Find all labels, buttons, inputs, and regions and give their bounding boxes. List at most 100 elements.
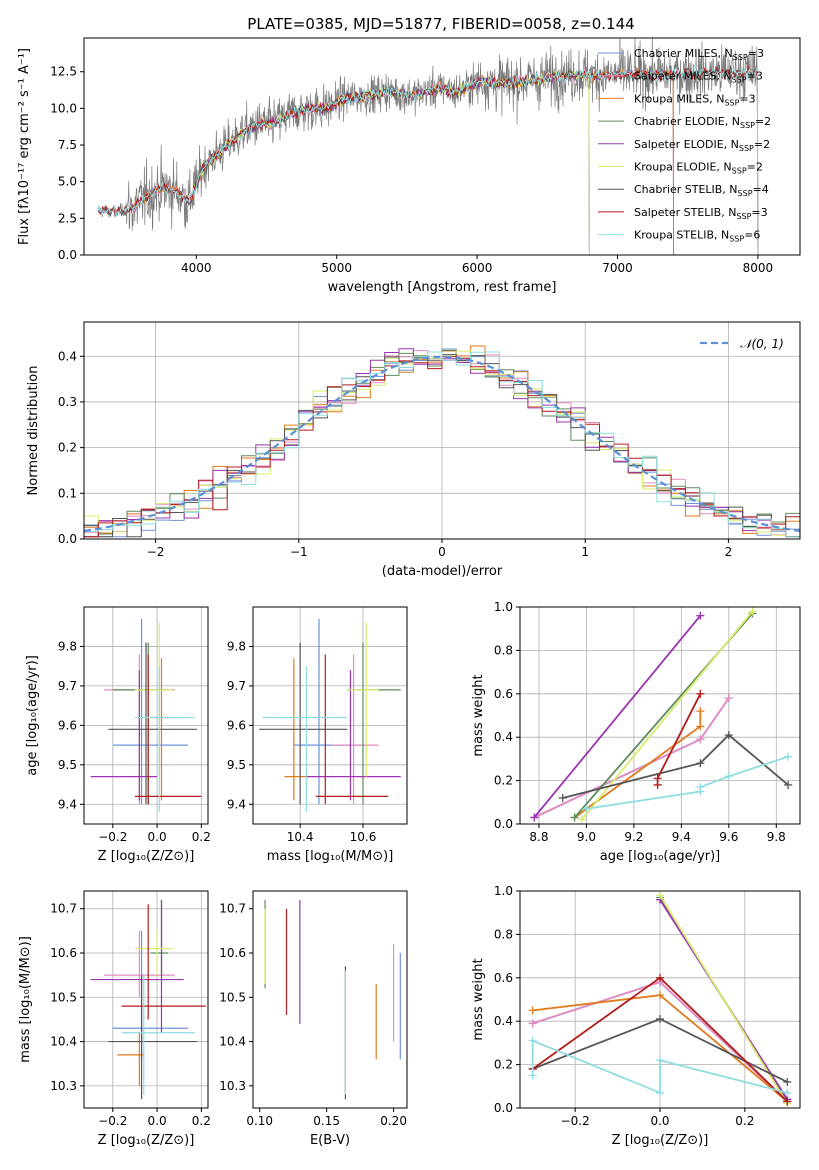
weight-point-marker <box>577 815 586 824</box>
x-tick-label: 0.0 <box>148 830 167 844</box>
chart-panels: Chabrier MILES, NSSP=3 Salpeter MILES, NS… <box>17 37 801 1148</box>
plot-area-age-weight <box>530 607 793 824</box>
weight-line-kroupa-elodie <box>581 610 754 821</box>
legend-entry: Salpeter ELODIE, NSSP=2 <box>634 138 770 153</box>
x-tick-label: 0 <box>438 545 446 559</box>
y-tick-label: 10.0 <box>50 101 77 115</box>
x-tick-label: 0.0 <box>650 1114 669 1128</box>
x-axis-label: mass [log₁₀(M/M⊙)] <box>267 849 394 864</box>
weight-point-marker <box>656 1015 664 1024</box>
y-tick-label: 9.5 <box>227 758 246 772</box>
weight-point-marker <box>724 694 733 703</box>
weight-point-marker <box>696 783 705 792</box>
x-tick-label: 0.2 <box>192 830 211 844</box>
weight-point-marker <box>528 1006 537 1015</box>
y-tick-label: 9.8 <box>227 639 246 653</box>
observed-spectrum-line <box>97 38 758 231</box>
y-tick-label: 10.3 <box>50 1079 77 1093</box>
x-tick-label: 10.6 <box>350 830 377 844</box>
histogram-kroupa-stelib <box>84 351 800 538</box>
figure-title: PLATE=0385, MJD=51877, FIBERID=0058, z=0… <box>247 15 634 33</box>
x-tick-label: 0.0 <box>148 1114 167 1128</box>
x-axis-label: (data-model)/error <box>382 564 503 579</box>
y-tick-label: 0.8 <box>494 927 513 941</box>
weight-point-marker <box>748 607 757 616</box>
x-axis-label: Z [log₁₀(Z/Z⊙)] <box>612 1133 709 1148</box>
plot-area-EBV-mass <box>264 899 401 1100</box>
y-tick-label: 0.8 <box>494 643 513 657</box>
y-tick-label: 0.4 <box>494 730 513 744</box>
model-spectrum-salpeter-stelib <box>97 65 759 255</box>
weight-point-marker <box>783 1097 792 1106</box>
y-tick-label: 10.6 <box>219 946 246 960</box>
y-tick-label: 10.6 <box>50 946 77 960</box>
y-axis-label: age [log₁₀(age/yr)] <box>25 655 40 776</box>
weight-point-marker <box>696 611 705 620</box>
panel-Z-age: −0.2 0.0 0.2 9.4 9.5 9.6 9.7 9.8 Z [log₁₀(Z/Z⊙)]… <box>25 606 211 864</box>
y-axis-label: mass weight <box>471 674 486 756</box>
weight-point-marker <box>724 731 733 740</box>
y-tick-label: 1.0 <box>494 884 513 898</box>
plot-area-mass-age <box>259 618 401 813</box>
axes-frame <box>252 606 408 825</box>
panel-Z-weight: −0.2 0.0 0.2 0.0 0.2 0.4 0.6 0.8 1.0 Z [log₁₀(Z/Z… <box>471 884 801 1148</box>
x-tick-label: −2 <box>147 545 165 559</box>
weight-point-marker <box>696 759 705 768</box>
weight-point-marker <box>784 752 793 761</box>
legend-entry: Salpeter STELIB, NSSP=3 <box>634 206 768 221</box>
y-tick-label: 0.0 <box>58 532 77 546</box>
legend-entry: Chabrier MILES, NSSP=3 <box>634 47 764 62</box>
weight-point-marker <box>696 689 705 698</box>
legend-entry: 𝒩(0, 1) <box>740 337 784 351</box>
normal-curve-line <box>84 355 800 533</box>
legend-entry: Kroupa MILES, NSSP=3 <box>634 92 756 107</box>
y-tick-label: 12.5 <box>50 65 77 79</box>
weight-point-marker <box>696 735 705 744</box>
weight-line-salpeter-stelib <box>656 693 702 785</box>
x-tick-label: 9.2 <box>624 830 643 844</box>
weight-point-marker <box>528 1036 537 1045</box>
y-tick-label: 9.6 <box>58 718 77 732</box>
x-tick-label: 0.20 <box>380 1114 407 1128</box>
x-tick-label: 6000 <box>462 261 493 275</box>
x-tick-label: 9.0 <box>577 830 596 844</box>
y-tick-label: 9.7 <box>58 679 77 693</box>
histogram-salpeter-stelib <box>84 356 800 538</box>
weight-point-marker <box>656 1088 664 1097</box>
model-spectrum-kroupa-stelib <box>97 65 759 255</box>
weight-point-marker <box>783 1088 792 1097</box>
weight-point-marker <box>783 1077 792 1086</box>
x-tick-label: 7000 <box>602 261 633 275</box>
weight-point-marker <box>656 1056 664 1065</box>
x-axis-label: Z [log₁₀(Z/Z⊙)] <box>98 1133 195 1148</box>
x-tick-label: 0.15 <box>313 1114 340 1128</box>
panel-Z-mass: −0.2 0.0 0.2 10.3 10.4 10.5 10.6 10.7 Z [log₁₀(Z… <box>18 890 211 1148</box>
y-tick-label: 9.6 <box>227 718 246 732</box>
x-tick-label: 2 <box>725 545 733 559</box>
legend-entry: Chabrier STELIB, NSSP=4 <box>634 183 769 198</box>
y-tick-label: 0.6 <box>494 971 513 985</box>
y-axis-label: mass [log₁₀(M/M⊙)] <box>18 936 33 1063</box>
x-tick-label: −1 <box>290 545 308 559</box>
panel-age-weight: 8.8 9.0 9.2 9.4 9.6 9.8 0.0 0.2 0.4 0.6 0.8 1.0 age … <box>471 600 801 864</box>
y-tick-label: 10.7 <box>50 902 77 916</box>
y-tick-label: 9.4 <box>58 797 77 811</box>
panel-mass-age: 10.4 10.6 9.4 9.5 9.6 9.7 9.8 mass [log₁₀(M/M⊙)… <box>227 606 408 864</box>
x-tick-label: 0.10 <box>246 1114 273 1128</box>
axes-frame <box>83 37 801 256</box>
legend-entry: Kroupa ELODIE, NSSP=2 <box>634 161 763 176</box>
y-tick-label: 0.2 <box>58 441 77 455</box>
x-axis-label: wavelength [Angstrom, rest frame] <box>328 280 557 295</box>
weight-point-marker <box>696 707 705 716</box>
x-tick-label: −0.2 <box>98 830 127 844</box>
weight-point-marker <box>653 774 662 783</box>
y-tick-label: 10.5 <box>219 990 246 1004</box>
y-tick-label: 0.3 <box>58 395 77 409</box>
x-tick-label: 4000 <box>181 261 212 275</box>
legend-entry: Chabrier ELODIE, NSSP=2 <box>634 115 771 130</box>
panel-spectrum: Chabrier MILES, NSSP=3 Salpeter MILES, NS… <box>17 37 801 295</box>
y-tick-label: 9.4 <box>227 797 246 811</box>
x-tick-label: 8000 <box>743 261 774 275</box>
weight-point-marker <box>582 804 591 813</box>
